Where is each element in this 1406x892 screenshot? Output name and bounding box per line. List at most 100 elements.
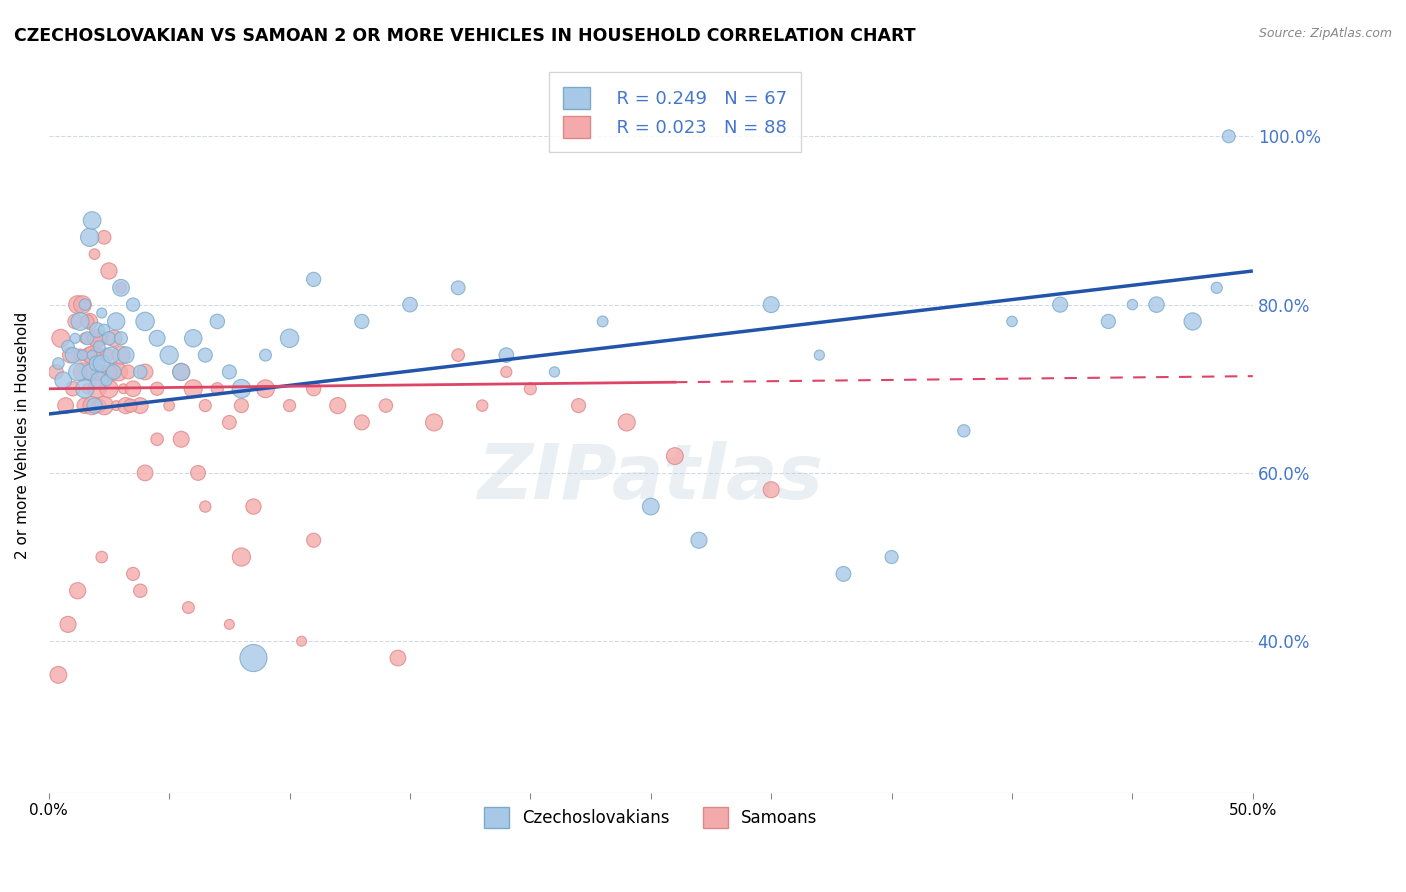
Point [1205, 281, 1227, 295]
Point [688, 533, 710, 548]
Point [1049, 298, 1071, 312]
Point [129, 583, 152, 598]
Point [110, 331, 132, 345]
Point [447, 348, 470, 362]
Point [112, 382, 135, 396]
Point [110, 281, 132, 295]
Point [100, 365, 122, 379]
Point [387, 651, 409, 665]
Point [86, 323, 108, 337]
Point [181, 331, 204, 345]
Point [76, 314, 98, 328]
Point [79, 348, 101, 362]
Point [103, 331, 125, 345]
Legend: Czechoslovakians, Samoans: Czechoslovakians, Samoans [477, 801, 824, 834]
Point [291, 634, 314, 648]
Point [471, 399, 494, 413]
Point [82, 213, 104, 227]
Point [207, 382, 229, 396]
Point [62, 382, 84, 396]
Point [254, 382, 277, 396]
Point [254, 348, 277, 362]
Point [93, 230, 115, 244]
Point [65, 331, 87, 345]
Point [100, 365, 122, 379]
Point [122, 382, 145, 396]
Point [90, 331, 112, 345]
Point [69, 314, 91, 328]
Point [146, 382, 169, 396]
Point [218, 416, 240, 430]
Point [79, 314, 101, 328]
Point [114, 399, 136, 413]
Point [187, 466, 209, 480]
Point [242, 500, 264, 514]
Point [82, 399, 104, 413]
Point [278, 331, 301, 345]
Point [1121, 298, 1143, 312]
Point [170, 365, 193, 379]
Point [65, 314, 87, 328]
Point [105, 399, 128, 413]
Point [1001, 314, 1024, 328]
Point [761, 483, 783, 497]
Point [62, 348, 84, 362]
Point [48, 357, 70, 371]
Point [56, 617, 79, 632]
Point [105, 314, 128, 328]
Point [66, 583, 89, 598]
Point [76, 382, 98, 396]
Point [231, 550, 253, 565]
Point [177, 600, 200, 615]
Point [302, 272, 325, 286]
Point [640, 500, 662, 514]
Point [103, 365, 125, 379]
Point [110, 281, 132, 295]
Point [129, 365, 152, 379]
Point [56, 340, 79, 354]
Point [72, 348, 94, 362]
Point [134, 466, 156, 480]
Point [49, 331, 72, 345]
Point [218, 365, 240, 379]
Point [90, 365, 112, 379]
Point [761, 298, 783, 312]
Point [134, 314, 156, 328]
Point [146, 432, 169, 446]
Point [242, 651, 264, 665]
Point [567, 399, 589, 413]
Point [89, 340, 111, 354]
Point [808, 348, 831, 362]
Point [1218, 129, 1240, 144]
Point [399, 298, 422, 312]
Point [100, 348, 122, 362]
Point [66, 298, 89, 312]
Point [302, 533, 325, 548]
Point [953, 424, 976, 438]
Text: CZECHOSLOVAKIAN VS SAMOAN 2 OR MORE VEHICLES IN HOUSEHOLD CORRELATION CHART: CZECHOSLOVAKIAN VS SAMOAN 2 OR MORE VEHI… [14, 27, 915, 45]
Point [157, 399, 180, 413]
Point [90, 550, 112, 565]
Point [83, 331, 105, 345]
Y-axis label: 2 or more Vehicles in Household: 2 or more Vehicles in Household [15, 311, 30, 558]
Point [664, 449, 686, 463]
Point [93, 399, 115, 413]
Point [79, 230, 101, 244]
Point [82, 365, 104, 379]
Point [73, 298, 96, 312]
Point [97, 382, 120, 396]
Point [447, 281, 470, 295]
Point [86, 331, 108, 345]
Point [374, 399, 396, 413]
Point [616, 416, 638, 430]
Point [72, 365, 94, 379]
Point [90, 357, 112, 371]
Point [89, 365, 111, 379]
Point [110, 348, 132, 362]
Point [170, 365, 193, 379]
Point [97, 331, 120, 345]
Point [86, 382, 108, 396]
Point [122, 298, 145, 312]
Point [495, 348, 517, 362]
Point [82, 348, 104, 362]
